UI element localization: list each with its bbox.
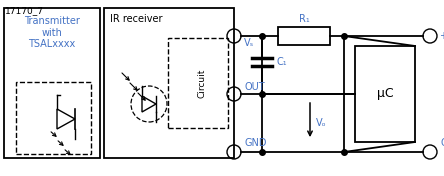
Text: μC: μC — [377, 87, 393, 100]
Text: R₁: R₁ — [299, 14, 309, 24]
Text: C₁: C₁ — [276, 57, 287, 67]
Text: + Vₛ: + Vₛ — [440, 31, 444, 41]
Text: OUT: OUT — [244, 82, 265, 92]
Text: IR receiver: IR receiver — [110, 14, 163, 24]
Bar — [4, 8, 100, 158]
Text: Transmitter
with
TSALxxxx: Transmitter with TSALxxxx — [24, 16, 80, 49]
Text: GND: GND — [244, 138, 266, 148]
Text: Vₒ: Vₒ — [316, 118, 327, 128]
Text: Circuit: Circuit — [198, 68, 206, 98]
Bar — [104, 8, 234, 158]
Text: 17170_7: 17170_7 — [5, 6, 44, 15]
Bar — [278, 27, 330, 45]
Text: Vₛ: Vₛ — [244, 38, 254, 48]
Bar — [16, 82, 91, 154]
Text: GND: GND — [440, 138, 444, 148]
Bar — [355, 46, 415, 142]
Bar — [168, 38, 228, 128]
